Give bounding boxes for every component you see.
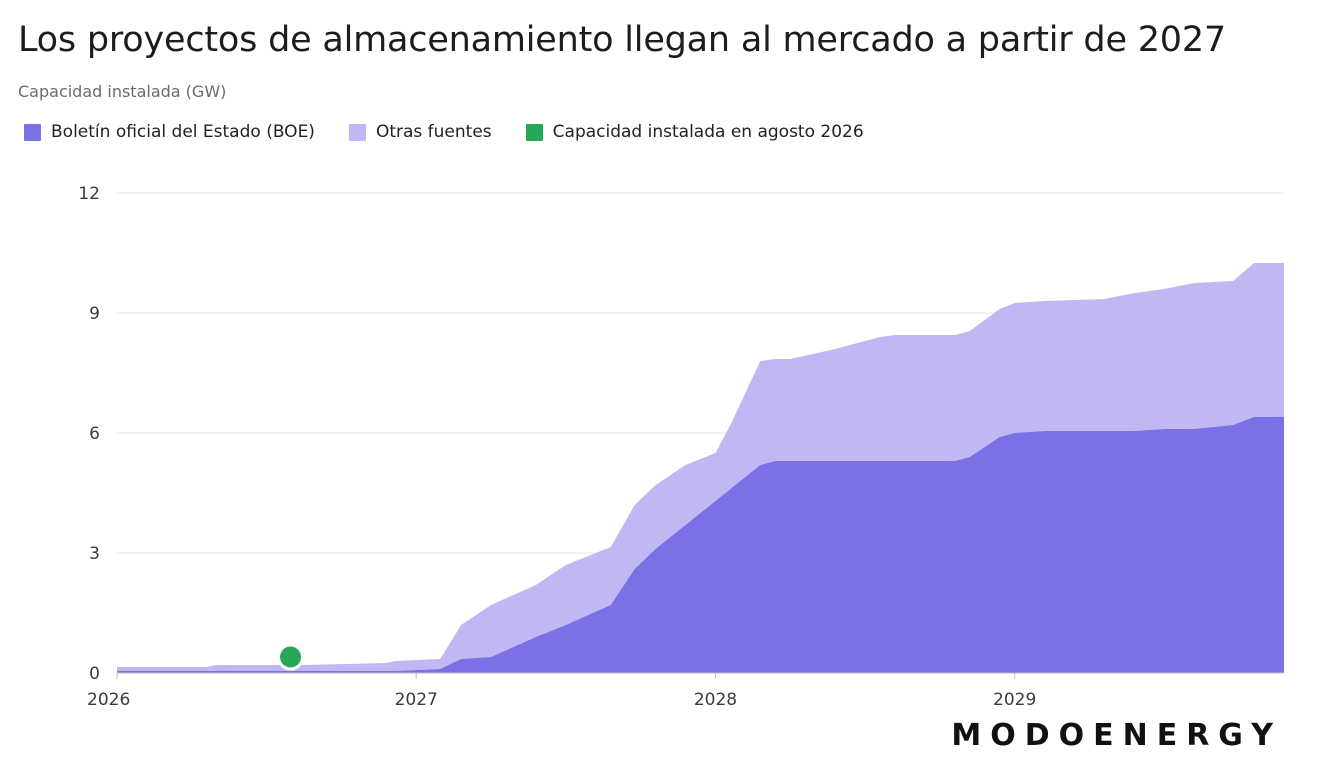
y-tick-label: 9 (89, 304, 100, 324)
legend-item-boe: Boletín oficial del Estado (BOE) (24, 122, 315, 142)
installed-capacity-marker (277, 643, 305, 671)
x-tick-label: 2029 (993, 690, 1036, 710)
area-series (117, 263, 1284, 673)
legend-label-instalada: Capacidad instalada en agosto 2026 (552, 122, 864, 142)
legend-item-otras: Otras fuentes (348, 122, 492, 142)
x-tick-label: 2026 (87, 690, 130, 710)
area-series-otras-fuentes (117, 263, 1284, 671)
y-tick-label: 12 (78, 184, 100, 204)
chart-title: Los proyectos de almacenamiento llegan a… (18, 20, 1226, 60)
legend-swatch-boe (24, 123, 41, 141)
area-series-boe (117, 417, 1284, 673)
legend-label-boe: Boletín oficial del Estado (BOE) (51, 122, 315, 142)
chart-subtitle: Capacidad instalada (GW) (18, 82, 227, 101)
legend-label-otras: Otras fuentes (375, 122, 492, 142)
x-tick-label: 2028 (694, 690, 737, 710)
x-tick-label: 2027 (395, 690, 438, 710)
x-axis: 2026 2027 2028 2029 (87, 672, 1284, 710)
legend-swatch-otras (348, 123, 366, 141)
legend-item-instalada: Capacidad instalada en agosto 2026 (525, 122, 864, 142)
y-axis: 0 3 6 9 12 (78, 184, 100, 684)
y-tick-label: 6 (89, 424, 100, 444)
brand-logo: MODOENERGY (951, 718, 1282, 753)
legend: Boletín oficial del Estado (BOE) Otras f… (24, 122, 864, 142)
markers (277, 643, 305, 671)
y-tick-label: 0 (89, 664, 100, 684)
y-tick-label: 3 (89, 544, 100, 564)
legend-swatch-instalada (525, 123, 543, 141)
